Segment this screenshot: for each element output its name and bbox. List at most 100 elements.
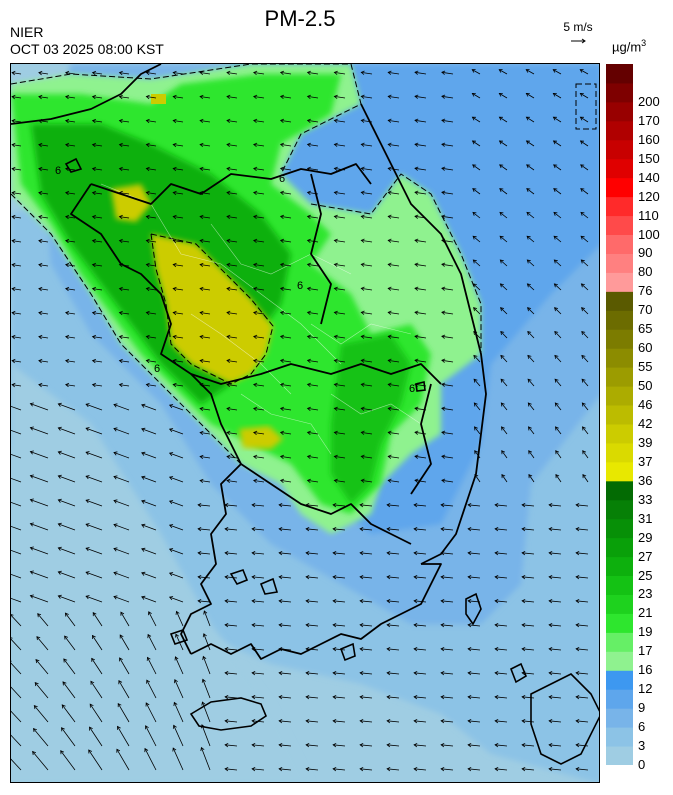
- wind-vector: [173, 384, 184, 387]
- wind-vector: [252, 528, 265, 531]
- wind-vector-head: [387, 286, 392, 291]
- wind-vector-head: [85, 547, 90, 552]
- wind-vector-head: [413, 766, 418, 772]
- wind-vector: [33, 728, 49, 747]
- wind-vector-head: [360, 454, 365, 459]
- wind-vector-head: [253, 238, 258, 244]
- wind-vector-head: [29, 426, 34, 431]
- wind-vector-head: [386, 742, 391, 748]
- wind-vector-head: [413, 742, 418, 748]
- wind-vector-head: [521, 670, 526, 676]
- wind-vector: [252, 672, 265, 675]
- wind-vector: [148, 611, 157, 627]
- wind-vector: [90, 681, 103, 699]
- wind-vector: [361, 312, 373, 315]
- wind-vector: [226, 480, 238, 483]
- wind-vector: [63, 658, 76, 675]
- wind-vector: [333, 672, 346, 675]
- wind-vector: [280, 144, 292, 147]
- wind-vector: [280, 408, 292, 411]
- wind-vector-head: [253, 118, 258, 124]
- wind-vector-head: [226, 238, 231, 244]
- wind-vector: [280, 384, 292, 387]
- wind-vector: [306, 504, 319, 507]
- wind-vector: [146, 680, 157, 699]
- wind-vector: [226, 264, 238, 267]
- wind-vector: [414, 552, 427, 555]
- wind-vector-head: [359, 694, 364, 700]
- wind-vector-head: [414, 406, 419, 411]
- wind-vector: [499, 164, 508, 171]
- wind-vector-head: [117, 702, 122, 708]
- wind-vector-head: [467, 598, 472, 604]
- wind-vector: [414, 455, 427, 459]
- colorbar-swatch: [606, 518, 633, 539]
- wind-vector-head: [253, 166, 258, 172]
- colorbar-tick-label: 170: [638, 112, 660, 128]
- wind-vector-head: [467, 574, 472, 580]
- wind-vector: [226, 336, 238, 339]
- wind-vector: [441, 263, 454, 267]
- wind-vector: [226, 168, 238, 171]
- wind-vector-head: [441, 262, 446, 267]
- wind-vector: [58, 427, 76, 435]
- wind-vector-head: [145, 310, 150, 316]
- wind-vector-head: [526, 211, 531, 216]
- wind-vector: [200, 144, 211, 147]
- wind-vector-head: [168, 476, 174, 481]
- wind-vector: [414, 696, 427, 699]
- wind-vector: [414, 263, 427, 267]
- wind-vector: [580, 235, 589, 243]
- wind-vector-head: [575, 718, 580, 724]
- wind-vector: [414, 744, 427, 747]
- wind-vector-head: [145, 142, 150, 148]
- wind-reference-arrow-icon: [571, 38, 586, 44]
- wind-vector: [414, 359, 427, 363]
- wind-vector-head: [145, 118, 150, 124]
- wind-vector-head: [414, 358, 419, 363]
- wind-vector-head: [91, 262, 97, 268]
- wind-vector: [85, 451, 103, 459]
- wind-vector-head: [172, 310, 177, 316]
- wind-vector: [119, 264, 130, 267]
- wind-vector-head: [37, 613, 42, 618]
- wind-vector: [554, 331, 562, 339]
- wind-vector-head: [440, 742, 445, 748]
- wind-vector-head: [172, 747, 177, 752]
- wind-vector: [306, 576, 319, 579]
- contour-label: 6: [55, 165, 61, 177]
- wind-vector-head: [29, 474, 34, 479]
- wind-vector-head: [253, 142, 258, 148]
- wind-vector: [85, 547, 103, 555]
- wind-vector-head: [306, 406, 311, 412]
- wind-vector: [141, 476, 157, 483]
- wind-vector: [252, 744, 265, 747]
- wind-vector-head: [197, 502, 202, 508]
- wind-vector: [580, 140, 589, 147]
- wind-vector-head: [414, 238, 419, 243]
- wind-vector-head: [118, 70, 123, 76]
- wind-vector-head: [118, 358, 123, 364]
- wind-vector-head: [554, 330, 559, 335]
- wind-vector-head: [91, 142, 97, 148]
- wind-vector-head: [91, 310, 97, 316]
- wind-vector-head: [11, 358, 16, 364]
- colorbar-swatch: [606, 253, 633, 273]
- wind-vector: [361, 72, 373, 75]
- wind-vector: [113, 548, 130, 555]
- wind-vector: [146, 312, 157, 315]
- wind-vector-head: [144, 747, 149, 753]
- wind-vector-head: [38, 214, 43, 220]
- wind-vector: [252, 648, 265, 651]
- wind-vector-head: [113, 547, 118, 552]
- wind-vector-head: [251, 550, 256, 556]
- wind-vector-head: [38, 238, 43, 244]
- pm25-concentration-map[interactable]: 6 6 6 6 6: [10, 63, 600, 783]
- wind-vector-head: [172, 70, 177, 76]
- wind-vector: [307, 432, 319, 435]
- wind-vector-head: [333, 214, 338, 219]
- wind-vector-head: [199, 70, 204, 76]
- wind-vector: [65, 240, 76, 243]
- wind-vector: [522, 576, 535, 579]
- wind-vector-head: [386, 598, 391, 604]
